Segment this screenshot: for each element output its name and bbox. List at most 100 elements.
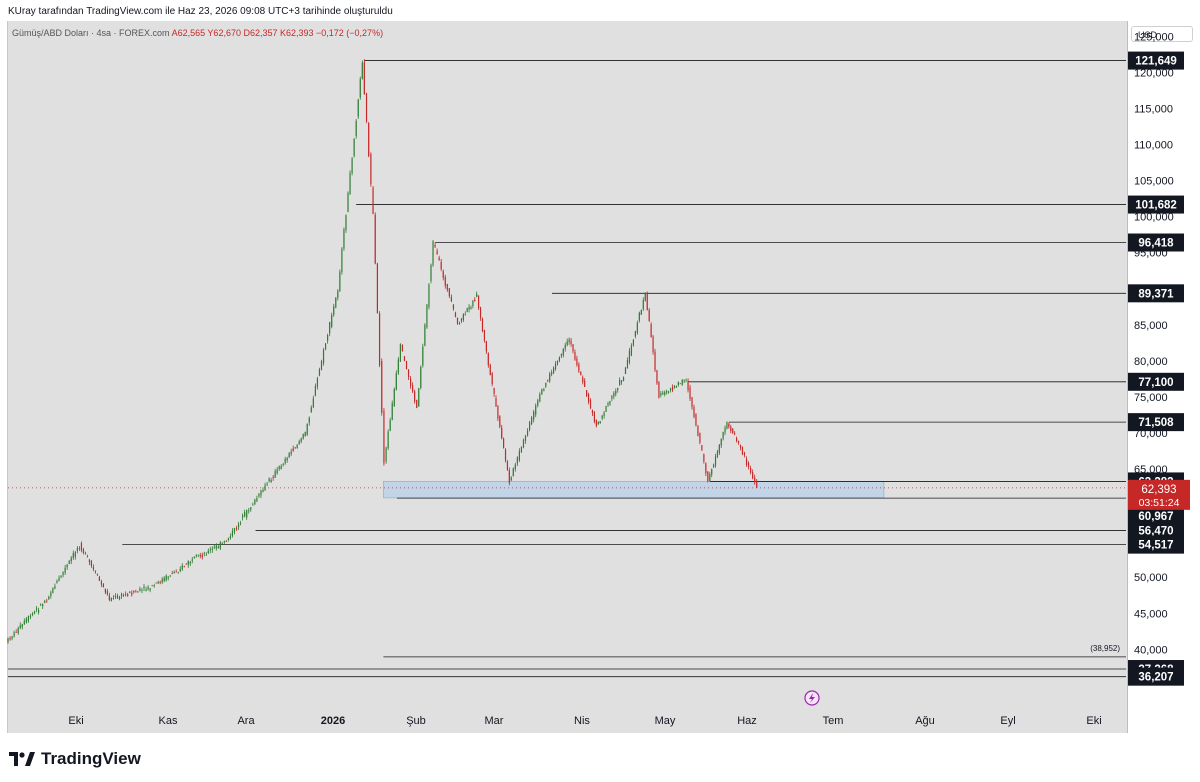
candle-body <box>173 571 175 574</box>
candle-body <box>112 597 115 599</box>
level-label: 60,967 <box>1138 511 1173 523</box>
candle-body <box>508 470 510 483</box>
candle-body <box>452 304 455 309</box>
candle-body <box>537 400 539 406</box>
candle-body <box>562 348 564 356</box>
candle-body <box>353 138 355 156</box>
currency-button[interactable]: USD <box>1131 26 1193 42</box>
candle-body <box>689 387 691 399</box>
candle-body <box>153 585 155 587</box>
x-tick-label: Eyl <box>1000 715 1015 727</box>
candle-body <box>566 341 568 345</box>
candle-body <box>137 591 139 593</box>
candle-body <box>258 493 260 497</box>
current-price-box <box>1128 479 1190 510</box>
candle-body <box>147 587 149 590</box>
candle-body <box>675 385 677 388</box>
candle-body <box>48 596 50 600</box>
candle-body <box>662 392 664 395</box>
level-label-box <box>1128 506 1184 525</box>
candle-body <box>599 421 601 423</box>
candle-body <box>595 419 597 427</box>
x-tick-label: Ağu <box>915 715 935 727</box>
candle-body <box>284 458 286 464</box>
candle-body <box>92 567 95 570</box>
candle-body <box>724 427 726 433</box>
candle-body <box>504 449 507 461</box>
symbol-legend: Gümüş/ABD Doları · 4sa · FOREX.com A62,5… <box>12 28 383 38</box>
candle-body <box>268 478 270 482</box>
candle-body <box>217 546 219 549</box>
candle-body <box>189 562 191 564</box>
candle-body <box>278 466 280 470</box>
y-tick-label: 80,000 <box>1134 356 1168 368</box>
candle-body <box>654 351 656 371</box>
x-tick-label: 2026 <box>321 715 345 727</box>
candle-body <box>632 339 634 346</box>
candle-body <box>703 454 705 462</box>
candle-body <box>159 581 161 583</box>
candle-body <box>399 344 401 362</box>
candle-body <box>203 553 205 555</box>
candle-body <box>227 538 229 541</box>
level-label-box <box>1128 284 1184 303</box>
candle-body <box>713 464 715 468</box>
candle-body <box>499 416 501 427</box>
candle-body <box>139 588 141 592</box>
candle-body <box>551 372 553 375</box>
candle-body <box>322 349 325 364</box>
candle-body <box>66 564 68 568</box>
candle-body <box>756 480 758 488</box>
candle-body <box>7 638 9 643</box>
candle-body <box>151 585 153 587</box>
candle-body <box>15 632 17 633</box>
level-label-box <box>1128 195 1184 214</box>
candle-body <box>685 379 687 381</box>
candle-body <box>591 409 594 414</box>
chart-area[interactable] <box>7 21 1127 733</box>
x-tick-label: Eki <box>1086 715 1101 727</box>
candle-body <box>235 528 238 529</box>
candle-body <box>133 590 135 593</box>
candle-body <box>464 314 466 316</box>
candle-body <box>522 439 525 448</box>
candle-body <box>572 344 574 352</box>
candle-body <box>741 446 744 455</box>
candle-body <box>601 415 603 419</box>
y-tick-label: 115,000 <box>1134 104 1173 116</box>
candle-body <box>31 613 34 615</box>
candle-body <box>714 456 717 466</box>
candle-body <box>506 461 509 470</box>
candle-body <box>607 403 609 405</box>
candle-body <box>27 616 30 622</box>
candle-body <box>314 386 316 396</box>
candle-body <box>576 358 578 366</box>
candle-body <box>256 497 258 502</box>
candle-body <box>276 469 278 474</box>
candle-body <box>722 431 724 439</box>
candle-body <box>677 381 679 386</box>
candle-body <box>44 601 46 603</box>
candle-body <box>64 567 66 573</box>
candle-body <box>157 581 159 584</box>
candle-body <box>683 380 685 382</box>
level-label: 36,207 <box>1138 672 1173 684</box>
candle-body <box>171 573 173 574</box>
candle-body <box>547 379 549 381</box>
candle-body <box>42 604 44 607</box>
y-tick-label: 75,000 <box>1134 392 1168 404</box>
candle-body <box>617 388 619 391</box>
x-tick-label: Eki <box>68 715 83 727</box>
candle-body <box>428 284 430 308</box>
candle-body <box>372 187 374 214</box>
tradingview-logo-icon <box>9 752 35 766</box>
level-label: 56,470 <box>1138 526 1173 538</box>
candle-body <box>118 596 121 600</box>
candle-body <box>514 464 516 470</box>
candle-body <box>385 447 387 462</box>
candle-body <box>497 406 499 419</box>
tradingview-brand[interactable]: TradingView <box>9 749 141 769</box>
candle-body <box>179 568 181 572</box>
measure-label: (38,952) <box>1090 644 1120 653</box>
